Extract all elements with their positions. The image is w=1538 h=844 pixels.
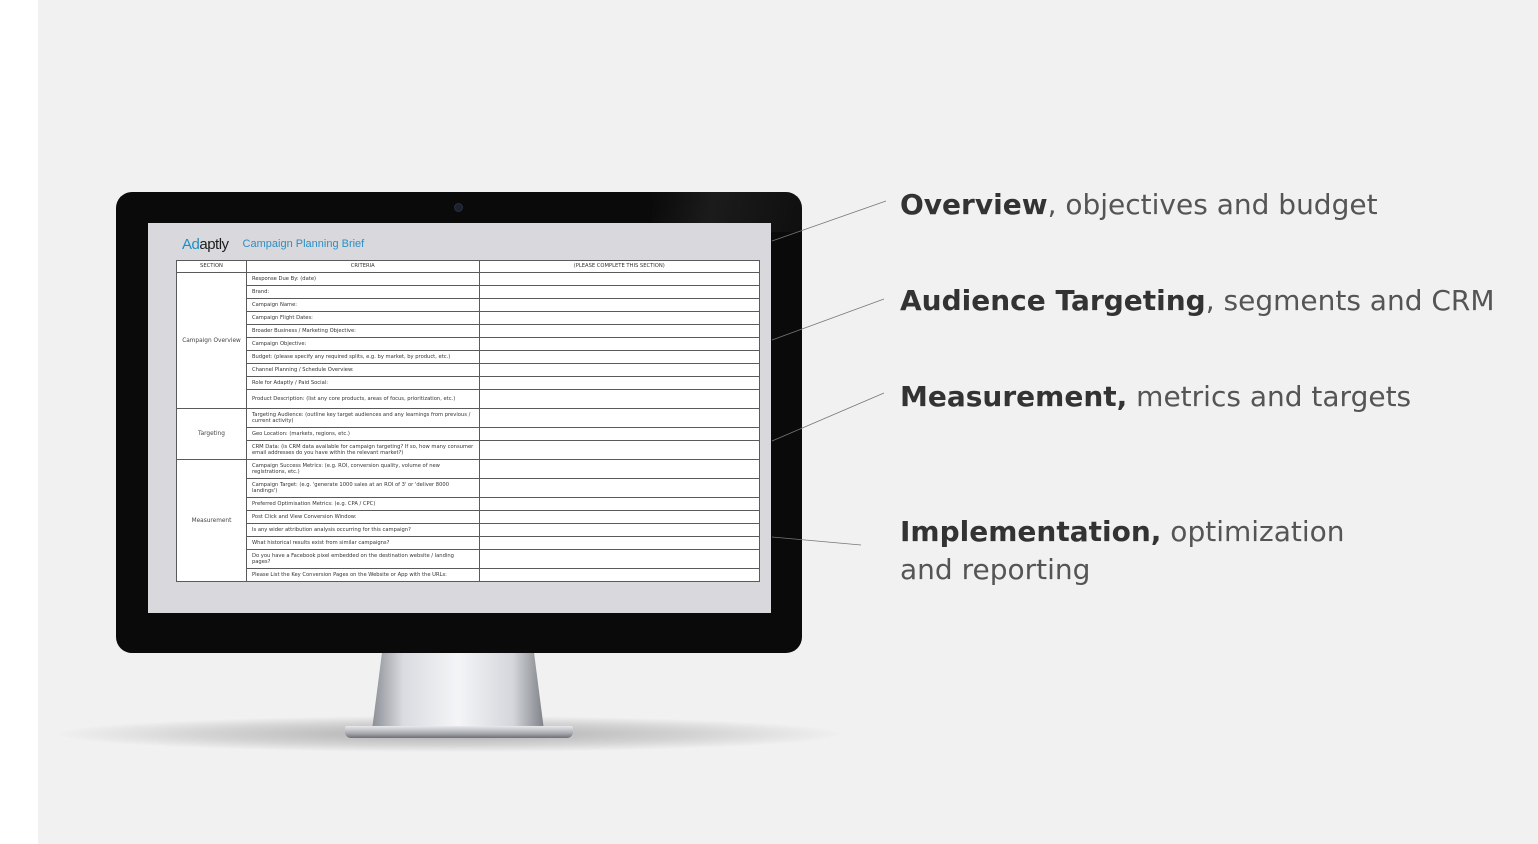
section-cell: Campaign Overview [176,272,247,409]
camera-icon [454,203,463,212]
monitor-stand-base [345,726,573,738]
connector-measurement [771,392,885,442]
callout-overview: Overview, objectives and budget [900,188,1378,221]
connector-implementation [771,536,862,546]
table-row: Campaign Flight Dates: [177,311,761,325]
monitor-screen: Adaptly Campaign Planning Brief SECTION … [148,223,771,613]
table-row: Brand: [177,285,761,299]
table-row: Channel Planning / Schedule Overview: [177,363,761,377]
connector-overview [771,200,887,242]
document-header: Adaptly Campaign Planning Brief [182,233,364,255]
callout-audience-targeting: Audience Targeting, segments and CRM [900,284,1495,317]
table-row: Product Description: (list any core prod… [177,389,761,409]
table-row: Do you have a Facebook pixel embedded on… [177,549,761,569]
monitor-bezel: Adaptly Campaign Planning Brief SECTION … [116,192,802,653]
response-cell[interactable] [478,568,761,582]
table-body: Campaign Overview Response Due By: (date)… [176,272,761,582]
table-row: Post Click and View Conversion Window: [177,510,761,524]
table-row: Please List the Key Conversion Pages on … [177,568,761,582]
table-row: CRM Data: (is CRM data available for cam… [177,440,761,460]
adaptly-logo: Adaptly [182,235,229,253]
brief-table: SECTION CRITERIA (PLEASE COMPLETE THIS S… [176,260,761,582]
table-row: Campaign Objective: [177,337,761,351]
section-cell: Measurement [176,459,247,582]
table-row: Campaign Target: (e.g. 'generate 1000 sa… [177,478,761,498]
table-row: Targeting Targeting Audience: (outline ke… [176,408,761,460]
callout-measurement: Measurement, metrics and targets [900,380,1412,413]
callout-implementation: Implementation, optimization and reporti… [900,515,1345,586]
document-title: Campaign Planning Brief [242,238,365,250]
monitor-stand [372,650,544,730]
connector-targeting [771,298,885,341]
